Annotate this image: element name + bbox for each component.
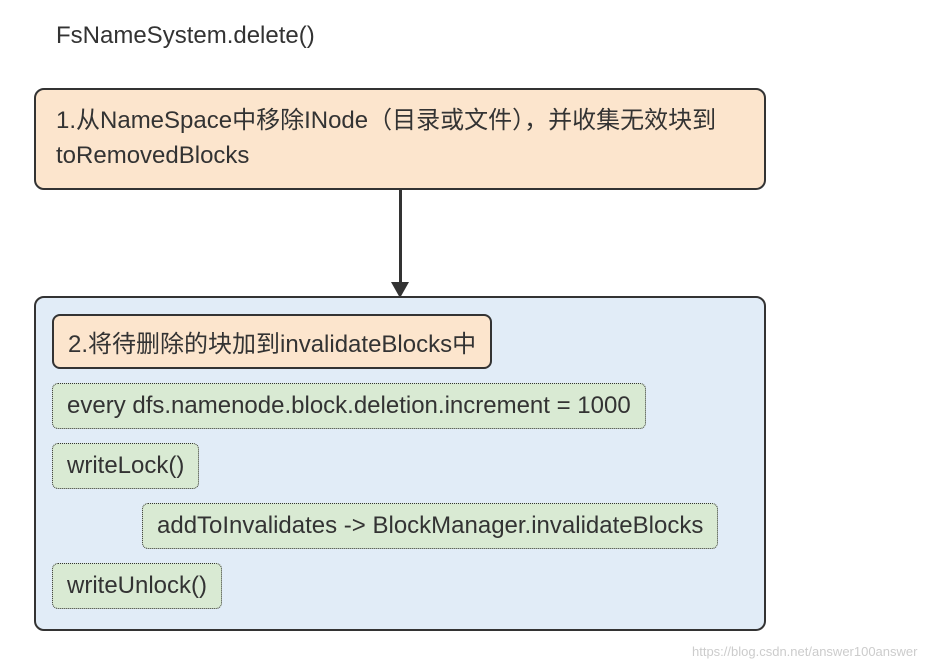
step-2-container: 2.将待删除的块加到invalidateBlocks中 every dfs.na… bbox=[34, 296, 766, 631]
diagram-title: FsNameSystem.delete() bbox=[56, 22, 315, 50]
watermark-text: https://blog.csdn.net/answer100answer bbox=[692, 644, 917, 659]
code-line-1: writeLock() bbox=[52, 443, 199, 489]
arrow-shaft bbox=[399, 189, 402, 284]
code-line-0: every dfs.namenode.block.deletion.increm… bbox=[52, 383, 646, 429]
code-line-2: addToInvalidates -> BlockManager.invalid… bbox=[142, 503, 718, 549]
step-2-title: 2.将待删除的块加到invalidateBlocks中 bbox=[52, 314, 492, 369]
code-line-3: writeUnlock() bbox=[52, 563, 222, 609]
step-1-box: 1.从NameSpace中移除INode（目录或文件），并收集无效块到toRem… bbox=[34, 88, 766, 190]
